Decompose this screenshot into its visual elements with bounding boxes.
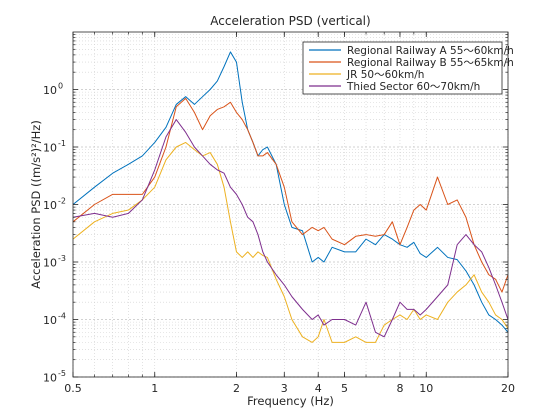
x-tick-label: 20 bbox=[501, 382, 515, 395]
series-line-3 bbox=[73, 141, 508, 343]
x-tick-label: 0.5 bbox=[64, 382, 82, 395]
x-tick-label: 10 bbox=[419, 382, 433, 395]
series-line-4 bbox=[73, 119, 508, 338]
x-tick-label: 5 bbox=[341, 382, 348, 395]
y-tick-label: 10 bbox=[43, 199, 57, 212]
x-tick-label: 1 bbox=[151, 382, 158, 395]
x-axis-label: Frequency (Hz) bbox=[247, 394, 334, 408]
x-tick-labels: 0.5 1 2 3 4 5 8 10 20 bbox=[64, 382, 515, 395]
chart-title: Acceleration PSD (vertical) bbox=[210, 14, 370, 28]
y-tick-exponent: -2 bbox=[58, 197, 66, 206]
y-tick-label: 10 bbox=[43, 372, 57, 385]
y-tick-label: 10 bbox=[43, 84, 57, 97]
x-tick-label: 2 bbox=[233, 382, 240, 395]
legend-label: Regional Railway B 55〜65km/h bbox=[347, 57, 514, 69]
y-tick-exponent: -1 bbox=[58, 139, 66, 148]
x-tick-label: 3 bbox=[281, 382, 288, 395]
series-line-2 bbox=[73, 97, 508, 293]
axis-ticks bbox=[72, 32, 509, 378]
y-axis-label: Acceleration PSD ((m/s²)²/Hz) bbox=[29, 120, 43, 289]
y-tick-label: 10 bbox=[43, 314, 57, 327]
x-tick-label: 8 bbox=[396, 382, 403, 395]
x-tick-label: 4 bbox=[315, 382, 322, 395]
y-tick-label: 10 bbox=[43, 257, 57, 270]
y-tick-exponent: -3 bbox=[58, 254, 66, 263]
series-line-1 bbox=[73, 51, 508, 333]
y-tick-exponent: 0 bbox=[58, 82, 63, 91]
y-tick-exponent: -5 bbox=[58, 369, 66, 378]
legend-label: Regional Railway A 55〜60km/h bbox=[347, 45, 514, 57]
series-layer bbox=[73, 51, 508, 343]
legend-box bbox=[302, 41, 503, 95]
legend-label: Thied Sector 60〜70km/h bbox=[346, 81, 480, 93]
y-tick-label: 10 bbox=[43, 142, 57, 155]
legend-label: JR 50〜60km/h bbox=[346, 69, 424, 81]
y-tick-exponent: -4 bbox=[58, 312, 66, 321]
